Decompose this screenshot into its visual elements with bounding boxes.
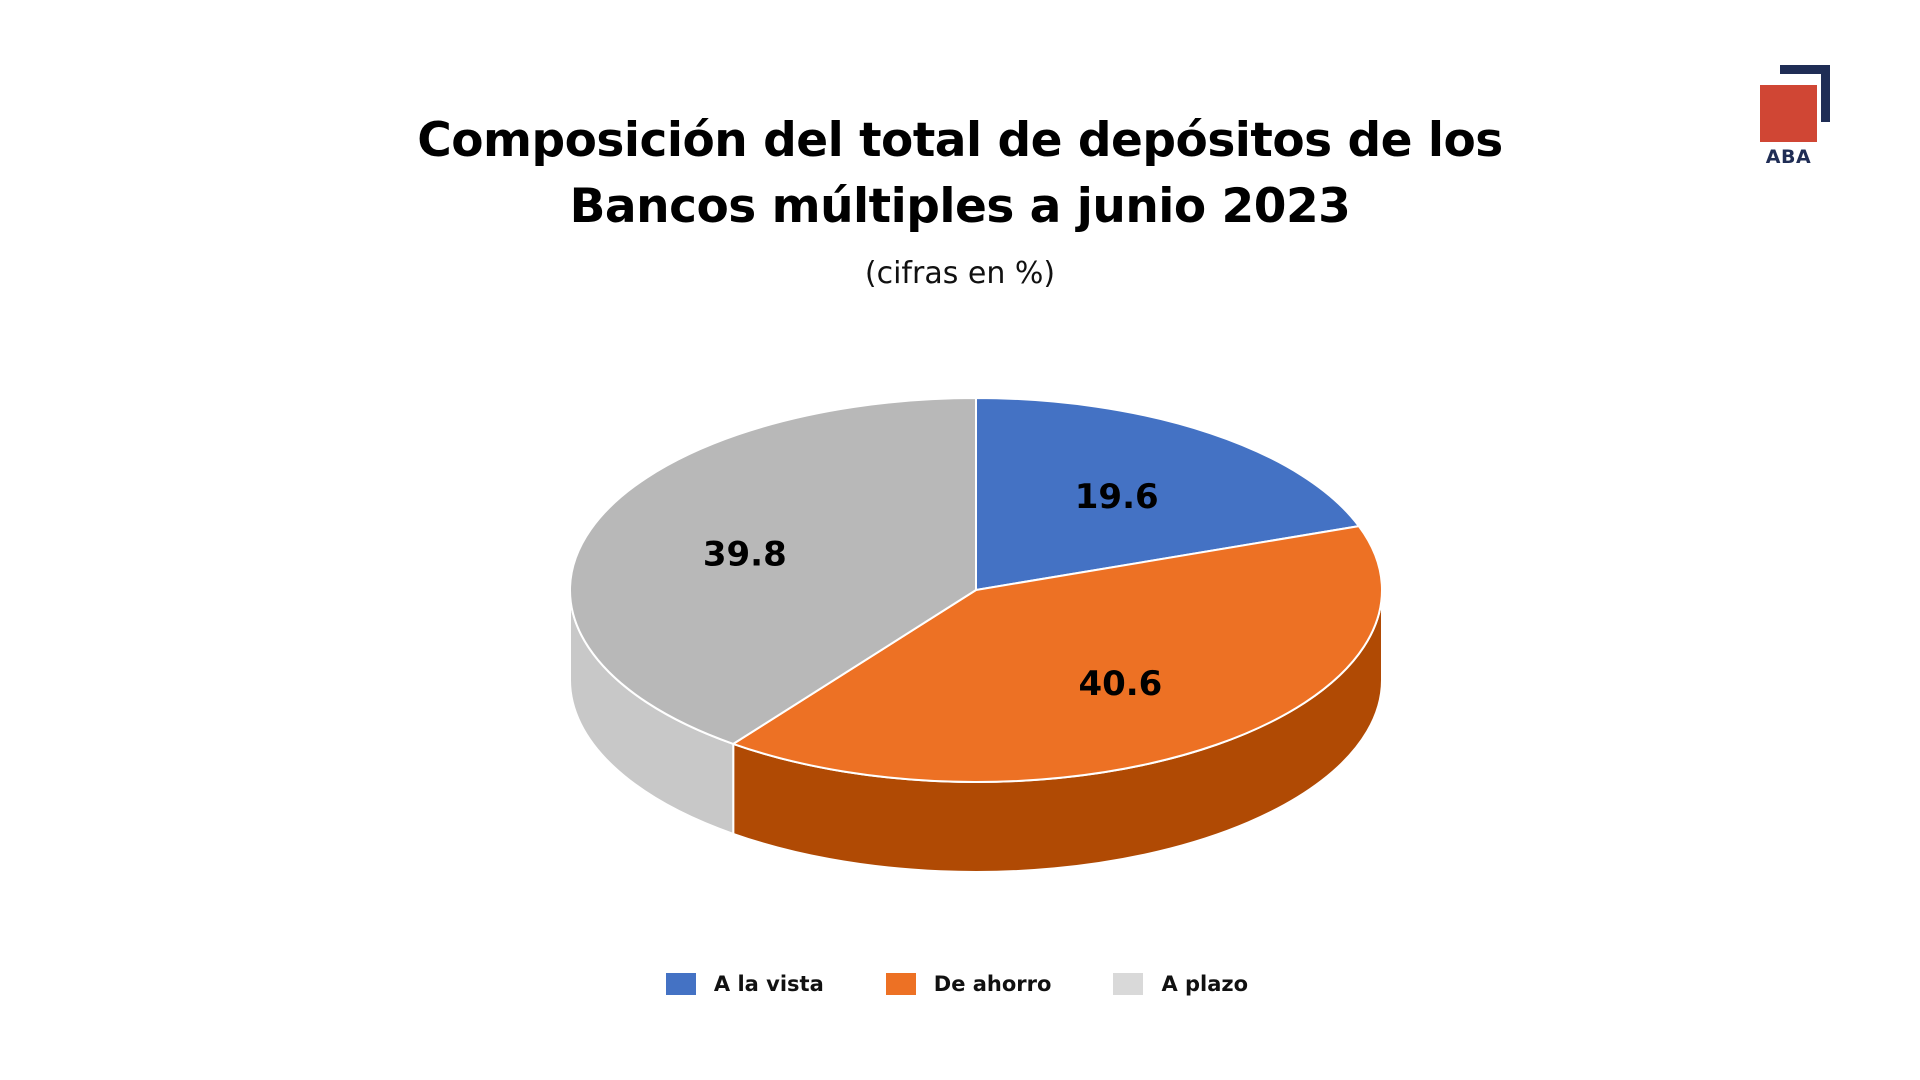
pie-slice-a-plazo	[569, 397, 977, 745]
legend-label-a-la-vista: A la vista	[713, 972, 824, 996]
logo-text: ABA	[1765, 146, 1812, 168]
data-label-a-plazo: 39.8	[703, 535, 787, 575]
chart-legend: A la vista De ahorro A plazo	[0, 972, 1920, 996]
chart-title-line-1: Composición del total de depósitos de lo…	[417, 113, 1503, 168]
legend-item-a-plazo: A plazo	[1113, 972, 1248, 996]
legend-swatch-a-plazo	[1113, 973, 1144, 995]
legend-item-a-la-vista: A la vista	[665, 972, 824, 996]
pie-slice-de-ahorro	[732, 525, 1383, 783]
logo-bracket-vertical	[1821, 65, 1830, 122]
legend-label-de-ahorro: De ahorro	[933, 972, 1052, 996]
legend-swatch-a-la-vista	[665, 973, 696, 995]
pie-top-faces	[569, 397, 1383, 783]
aba-logo: ABA	[1760, 62, 1840, 172]
data-label-a-la-vista: 19.6	[1075, 477, 1159, 517]
chart-title: Composición del total de depósitos de lo…	[0, 108, 1920, 240]
legend-swatch-de-ahorro	[885, 973, 916, 995]
logo-square	[1760, 85, 1817, 142]
chart-title-line-2: Bancos múltiples a junio 2023	[569, 179, 1351, 234]
chart-subtitle: (cifras en %)	[864, 256, 1056, 291]
pie-data-labels: 19.6 40.6 39.8	[703, 477, 1162, 704]
legend-label-a-plazo: A plazo	[1161, 972, 1249, 996]
logo-bracket-horizontal	[1780, 65, 1830, 74]
data-label-de-ahorro: 40.6	[1078, 664, 1162, 704]
legend-item-de-ahorro: De ahorro	[885, 972, 1052, 996]
